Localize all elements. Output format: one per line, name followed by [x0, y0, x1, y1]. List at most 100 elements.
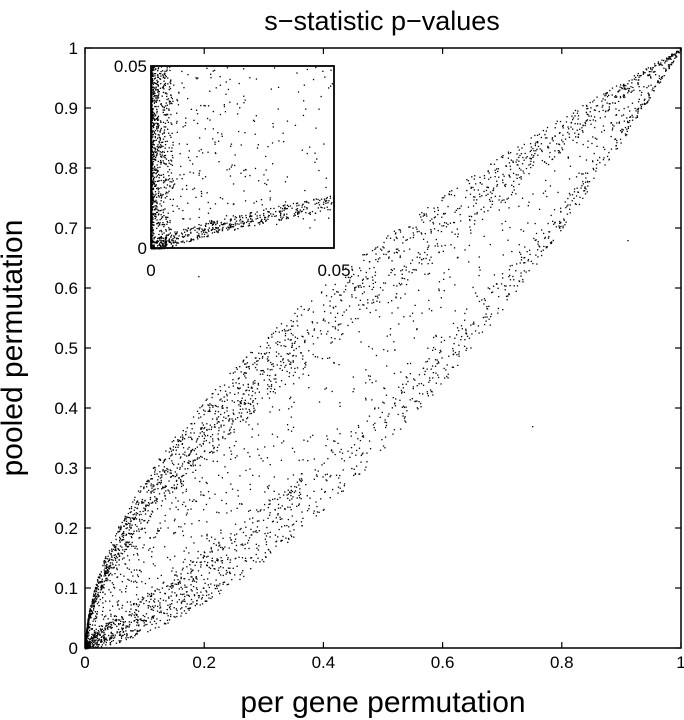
data-point: [98, 639, 100, 641]
data-point: [110, 621, 112, 624]
data-point: [588, 115, 590, 117]
inset-data-point: [155, 68, 157, 70]
data-point: [109, 600, 111, 602]
data-point: [147, 502, 150, 504]
data-point: [652, 87, 654, 89]
data-point: [246, 366, 248, 368]
data-point: [91, 645, 94, 647]
data-point: [615, 85, 618, 87]
data-point: [223, 424, 225, 426]
data-point: [133, 603, 135, 605]
data-point: [105, 556, 107, 558]
data-point: [110, 566, 112, 569]
data-point: [171, 453, 173, 455]
data-point: [441, 225, 443, 227]
data-point: [176, 479, 178, 482]
data-point: [412, 388, 414, 390]
data-point: [172, 475, 175, 477]
inset-data-point: [163, 209, 165, 211]
data-point: [320, 498, 322, 500]
data-point: [473, 199, 475, 201]
data-point: [100, 574, 102, 577]
data-point: [552, 239, 554, 242]
data-point: [242, 408, 244, 410]
data-point: [99, 598, 101, 601]
data-point: [620, 142, 622, 144]
data-point: [134, 496, 136, 498]
data-point: [102, 635, 104, 637]
data-point: [228, 547, 230, 549]
data-point: [112, 583, 115, 586]
data-point: [91, 604, 93, 607]
data-point: [256, 509, 258, 511]
data-point: [586, 119, 589, 121]
inset-data-point: [169, 103, 171, 105]
data-point: [461, 328, 463, 330]
data-point: [626, 128, 628, 130]
data-point: [104, 638, 106, 641]
data-point: [156, 618, 158, 620]
inset-data-point: [151, 81, 154, 83]
data-point: [121, 533, 123, 536]
data-point: [157, 528, 159, 530]
data-point: [275, 355, 278, 357]
data-point: [426, 393, 429, 395]
data-point: [214, 561, 216, 563]
data-point: [374, 271, 377, 273]
data-point: [85, 639, 87, 641]
data-point: [581, 185, 583, 187]
data-point: [274, 534, 277, 536]
data-point: [225, 492, 227, 494]
data-point: [316, 505, 318, 508]
data-point: [202, 594, 204, 596]
data-point: [95, 592, 97, 595]
data-point: [100, 630, 102, 632]
data-point: [184, 523, 186, 525]
data-point: [134, 635, 136, 637]
data-point: [284, 366, 286, 368]
data-point: [541, 254, 543, 257]
data-point: [100, 639, 103, 641]
data-point: [119, 536, 121, 538]
data-point: [103, 560, 105, 563]
data-point: [520, 153, 523, 155]
data-point: [483, 177, 486, 179]
data-point: [156, 508, 159, 510]
inset-data-point: [154, 115, 156, 117]
data-point: [402, 242, 404, 244]
data-point: [180, 480, 182, 482]
inset-data-point: [156, 175, 159, 177]
inset-data-point: [163, 226, 165, 228]
data-point: [458, 355, 460, 357]
data-point: [103, 642, 105, 644]
data-point: [115, 549, 117, 551]
data-point: [235, 440, 237, 443]
inset-data-point: [163, 162, 165, 164]
data-point: [394, 405, 397, 407]
data-point: [116, 576, 119, 578]
data-point: [96, 637, 99, 640]
data-point: [235, 367, 237, 369]
data-point: [432, 223, 435, 225]
data-point: [105, 644, 107, 646]
data-point: [551, 138, 553, 140]
data-point: [271, 333, 273, 336]
data-point: [116, 625, 118, 627]
inset-data-point: [159, 194, 162, 197]
inset-data-point: [152, 201, 154, 203]
data-point: [186, 455, 188, 457]
data-point: [606, 102, 608, 104]
data-point: [473, 223, 476, 225]
data-point: [252, 401, 254, 403]
inset-data-point: [158, 237, 160, 239]
data-point: [137, 619, 139, 622]
data-point: [225, 569, 228, 572]
data-point: [256, 388, 258, 390]
data-point: [439, 349, 441, 352]
data-point: [218, 590, 220, 592]
data-point: [642, 71, 644, 73]
outlier-point: [627, 240, 629, 242]
data-point: [105, 641, 107, 644]
data-point: [101, 628, 104, 630]
data-point: [437, 374, 439, 376]
